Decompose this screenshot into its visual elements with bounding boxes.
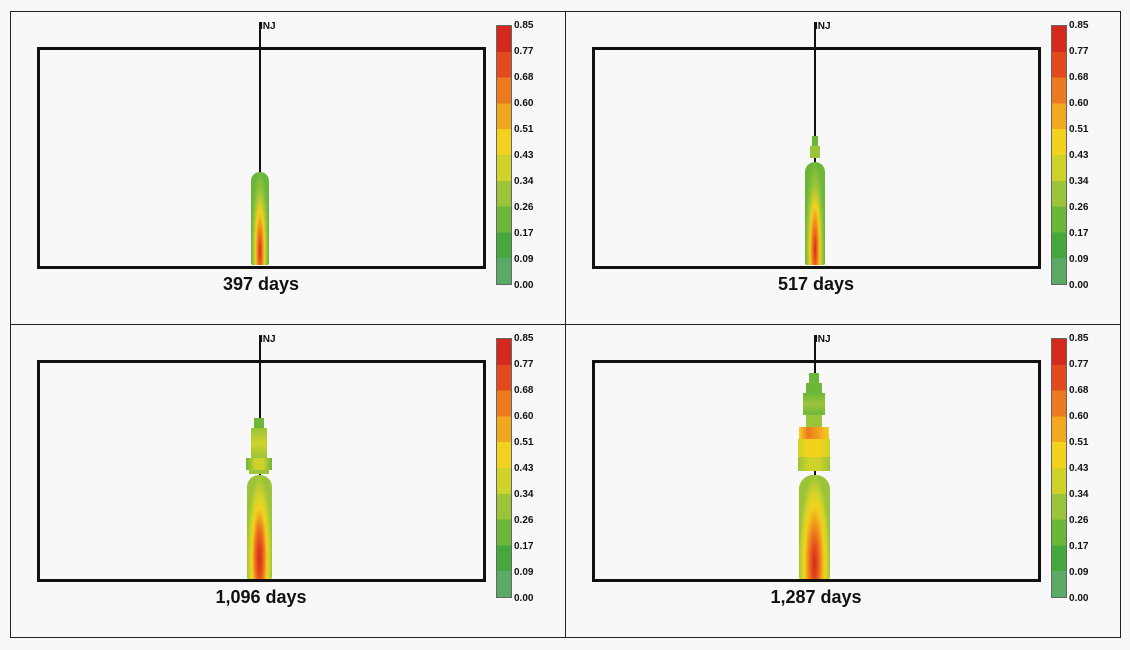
colorbar-tick: 0.68 bbox=[514, 72, 534, 83]
time-caption: 1,096 days bbox=[215, 587, 307, 607]
colorbar-tick: 0.17 bbox=[514, 228, 534, 239]
colorbar-tick: 0.77 bbox=[1069, 359, 1089, 370]
colorbar-tick: 0.60 bbox=[514, 98, 534, 109]
well-label: INJ bbox=[815, 21, 831, 32]
saturation-colorbar bbox=[496, 338, 512, 598]
panel-517-days: INJ 517 days 0.85 0.77 0.68 0.60 0.51 0.… bbox=[565, 11, 1121, 325]
colorbar-tick: 0.51 bbox=[1069, 437, 1089, 448]
co2-plume bbox=[566, 325, 1122, 639]
colorbar-tick: 0.00 bbox=[1069, 593, 1089, 604]
panel-397-days: INJ 397 days 0.85 0.77 0.68 0.60 0.51 0.… bbox=[10, 11, 566, 325]
colorbar-tick: 0.43 bbox=[1069, 463, 1089, 474]
colorbar-tick: 0.85 bbox=[1069, 333, 1089, 344]
saturation-colorbar bbox=[496, 25, 512, 285]
colorbar-tick: 0.09 bbox=[1069, 567, 1089, 578]
panel-1096-days: INJ 1,096 days 0.85 0.77 0.68 0.60 0.51 … bbox=[10, 324, 566, 638]
colorbar-tick: 0.60 bbox=[1069, 98, 1089, 109]
colorbar-tick: 0.68 bbox=[1069, 72, 1089, 83]
colorbar-tick: 0.00 bbox=[1069, 280, 1089, 291]
colorbar-tick: 0.43 bbox=[514, 463, 534, 474]
colorbar-tick: 0.34 bbox=[1069, 176, 1089, 187]
well-label: INJ bbox=[260, 21, 276, 32]
colorbar-tick: 0.60 bbox=[514, 411, 534, 422]
colorbar-tick: 0.26 bbox=[1069, 515, 1089, 526]
well-label: INJ bbox=[260, 334, 276, 345]
co2-plume bbox=[566, 12, 1122, 326]
colorbar-tick: 0.26 bbox=[514, 515, 534, 526]
time-caption: 397 days bbox=[222, 274, 300, 294]
colorbar-tick: 0.85 bbox=[514, 20, 534, 31]
colorbar-tick: 0.26 bbox=[514, 202, 534, 213]
colorbar-tick: 0.17 bbox=[1069, 228, 1089, 239]
saturation-colorbar bbox=[1051, 25, 1067, 285]
colorbar-tick: 0.34 bbox=[514, 176, 534, 187]
colorbar-tick: 0.68 bbox=[1069, 385, 1089, 396]
colorbar-tick: 0.60 bbox=[1069, 411, 1089, 422]
colorbar-tick: 0.09 bbox=[514, 567, 534, 578]
saturation-colorbar bbox=[1051, 338, 1067, 598]
co2-plume bbox=[11, 325, 567, 639]
colorbar-tick: 0.77 bbox=[514, 46, 534, 57]
co2-plume bbox=[11, 12, 567, 326]
colorbar-tick: 0.09 bbox=[514, 254, 534, 265]
colorbar-tick: 0.85 bbox=[1069, 20, 1089, 31]
colorbar-tick: 0.43 bbox=[514, 150, 534, 161]
time-caption: 1,287 days bbox=[770, 587, 862, 607]
well-label: INJ bbox=[815, 334, 831, 345]
colorbar-tick: 0.77 bbox=[1069, 46, 1089, 57]
panel-1287-days: INJ 1,287 days 0.85 0.77 0.68 0.60 0.51 … bbox=[565, 324, 1121, 638]
colorbar-tick: 0.43 bbox=[1069, 150, 1089, 161]
colorbar-tick: 0.68 bbox=[514, 385, 534, 396]
time-caption: 517 days bbox=[777, 274, 855, 294]
colorbar-tick: 0.17 bbox=[514, 541, 534, 552]
colorbar-tick: 0.51 bbox=[1069, 124, 1089, 135]
colorbar-tick: 0.77 bbox=[514, 359, 534, 370]
colorbar-tick: 0.26 bbox=[1069, 202, 1089, 213]
colorbar-tick: 0.09 bbox=[1069, 254, 1089, 265]
injection-well-line bbox=[259, 22, 261, 262]
colorbar-tick: 0.34 bbox=[514, 489, 534, 500]
colorbar-tick: 0.17 bbox=[1069, 541, 1089, 552]
colorbar-tick: 0.00 bbox=[514, 280, 534, 291]
colorbar-tick: 0.51 bbox=[514, 124, 534, 135]
colorbar-tick: 0.34 bbox=[1069, 489, 1089, 500]
colorbar-tick: 0.00 bbox=[514, 593, 534, 604]
colorbar-tick: 0.51 bbox=[514, 437, 534, 448]
colorbar-tick: 0.85 bbox=[514, 333, 534, 344]
